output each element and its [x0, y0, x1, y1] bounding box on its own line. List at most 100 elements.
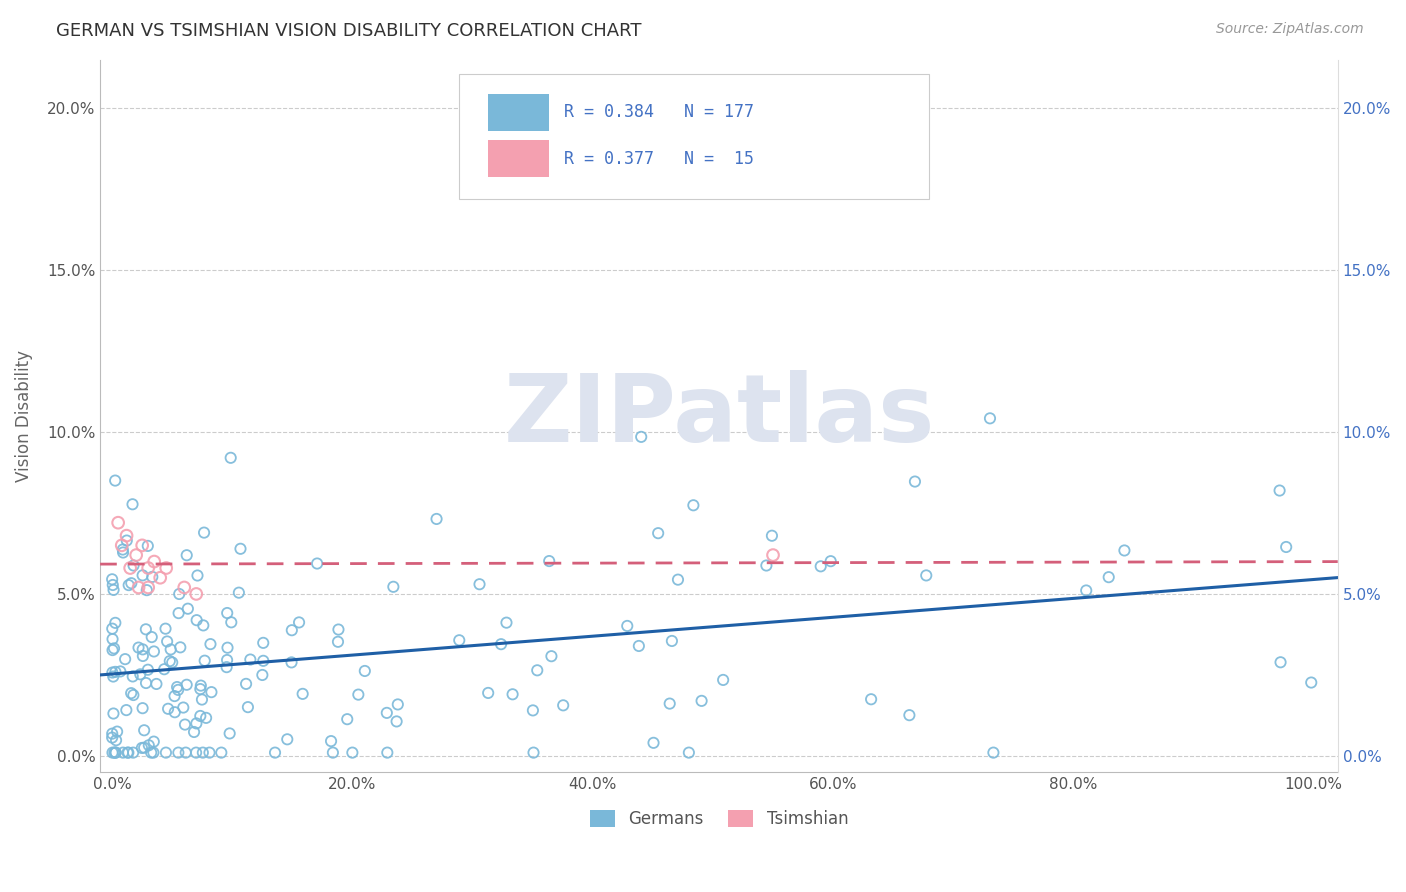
Point	[128, 581, 150, 595]
Point	[193, 618, 215, 632]
Point	[682, 498, 704, 512]
Point	[904, 475, 927, 489]
Point	[136, 663, 159, 677]
Point	[167, 746, 190, 760]
Point	[186, 613, 208, 627]
Point	[155, 746, 177, 760]
Point	[131, 701, 153, 715]
Point	[477, 686, 499, 700]
Legend: Germans, Tsimshian: Germans, Tsimshian	[583, 804, 855, 835]
Point	[142, 644, 165, 658]
Point	[131, 642, 153, 657]
Point	[134, 723, 156, 738]
Point	[200, 685, 222, 699]
Point	[120, 686, 142, 700]
Point	[107, 516, 129, 530]
Point	[125, 548, 148, 562]
Point	[425, 512, 447, 526]
Point	[382, 580, 405, 594]
Point	[176, 548, 198, 562]
Point	[141, 630, 163, 644]
Point	[217, 653, 239, 667]
Point	[105, 724, 128, 739]
Point	[103, 641, 125, 656]
FancyBboxPatch shape	[458, 74, 929, 199]
Point	[218, 726, 240, 740]
Point	[678, 746, 700, 760]
Point	[538, 554, 561, 568]
Point	[810, 559, 832, 574]
Point	[643, 736, 665, 750]
Point	[167, 606, 190, 620]
Point	[136, 539, 159, 553]
Point	[122, 746, 145, 760]
Point	[104, 746, 127, 760]
Point	[163, 689, 186, 703]
Point	[101, 578, 124, 592]
Point	[114, 652, 136, 666]
Point	[104, 615, 127, 630]
Point	[177, 601, 200, 615]
Point	[522, 703, 544, 717]
Point	[153, 662, 176, 676]
Point	[449, 633, 471, 648]
Point	[159, 642, 181, 657]
Point	[142, 746, 165, 760]
Text: R = 0.384   N = 177: R = 0.384 N = 177	[564, 103, 754, 121]
Text: GERMAN VS TSIMSHIAN VISION DISABILITY CORRELATION CHART: GERMAN VS TSIMSHIAN VISION DISABILITY CO…	[56, 22, 641, 40]
Point	[101, 726, 124, 740]
Point	[112, 545, 135, 559]
Point	[385, 714, 408, 729]
Point	[115, 528, 138, 542]
Point	[983, 746, 1005, 760]
Point	[129, 667, 152, 681]
Point	[915, 568, 938, 582]
Point	[1301, 675, 1323, 690]
Point	[120, 576, 142, 591]
Point	[468, 577, 491, 591]
Point	[898, 708, 921, 723]
Point	[132, 648, 155, 663]
Point	[135, 622, 157, 636]
Point	[193, 525, 215, 540]
Point	[121, 497, 143, 511]
Point	[103, 582, 125, 597]
Point	[489, 637, 512, 651]
Point	[658, 697, 681, 711]
Point	[172, 700, 194, 714]
Point	[209, 746, 232, 760]
Point	[101, 731, 124, 745]
Point	[103, 746, 125, 760]
Point	[118, 578, 141, 592]
Point	[288, 615, 311, 630]
Text: Source: ZipAtlas.com: Source: ZipAtlas.com	[1216, 22, 1364, 37]
Point	[1270, 655, 1292, 669]
Point	[176, 678, 198, 692]
Point	[522, 746, 544, 760]
Point	[264, 746, 287, 760]
Point	[616, 619, 638, 633]
Point	[319, 734, 342, 748]
Point	[101, 572, 124, 586]
Point	[1098, 570, 1121, 584]
Point	[174, 746, 197, 760]
Point	[117, 746, 139, 760]
Point	[666, 573, 689, 587]
Point	[136, 581, 159, 595]
Point	[252, 636, 274, 650]
Point	[229, 541, 252, 556]
Point	[110, 665, 132, 679]
Point	[101, 622, 124, 636]
Point	[160, 656, 183, 670]
Point	[159, 654, 181, 668]
Point	[155, 561, 177, 575]
Point	[820, 554, 842, 568]
Point	[307, 557, 329, 571]
Point	[122, 688, 145, 702]
Point	[526, 663, 548, 677]
Point	[131, 538, 153, 552]
Point	[291, 687, 314, 701]
Point	[647, 526, 669, 541]
Point	[979, 411, 1001, 425]
Point	[191, 692, 214, 706]
